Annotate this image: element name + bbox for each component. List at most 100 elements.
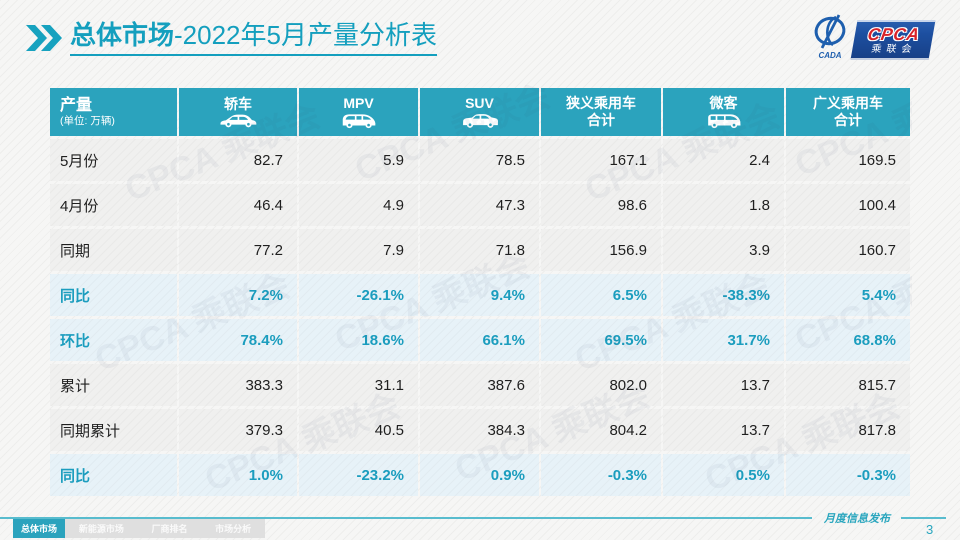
column-header-minibus: 微客 bbox=[663, 88, 784, 136]
cell-value: 0.9% bbox=[420, 454, 539, 496]
row-label: 环比 bbox=[50, 319, 177, 361]
row-label: 5月份 bbox=[50, 139, 177, 181]
cell-value: 82.7 bbox=[179, 139, 297, 181]
minibus-icon bbox=[663, 112, 784, 129]
logo-caption: CADA bbox=[818, 51, 841, 60]
cell-value: -0.3% bbox=[541, 454, 661, 496]
tab-oem-ranking[interactable]: 厂商排名 bbox=[151, 524, 188, 534]
cpca-logo-box: CPCA 乘联会 bbox=[850, 20, 936, 60]
row-label: 4月份 bbox=[50, 184, 177, 226]
logo-cpca-text: CPCA bbox=[866, 24, 922, 44]
footer-rule-right bbox=[901, 517, 946, 519]
table-row: 4月份 46.4 4.9 47.3 98.6 1.8 100.4 bbox=[50, 184, 910, 226]
row-label: 同比 bbox=[50, 274, 177, 316]
corner-label: 产量 bbox=[60, 96, 93, 114]
cell-value: 13.7 bbox=[663, 364, 784, 406]
mpv-icon bbox=[299, 112, 418, 129]
cell-value: 47.3 bbox=[420, 184, 539, 226]
cell-value: 169.5 bbox=[786, 139, 910, 181]
table-row: 5月份 82.7 5.9 78.5 167.1 2.4 169.5 bbox=[50, 139, 910, 181]
slide-header: 总体市场-2022年5月产量分析表 bbox=[26, 20, 437, 57]
cell-value: 815.7 bbox=[786, 364, 910, 406]
double-chevron-icon bbox=[26, 25, 62, 52]
cell-value: 804.2 bbox=[541, 409, 661, 451]
footer-rule-left bbox=[0, 517, 812, 519]
table-row: 同比 7.2% -26.1% 9.4% 6.5% -38.3% 5.4% bbox=[50, 274, 910, 316]
row-label: 累计 bbox=[50, 364, 177, 406]
cell-value: 0.5% bbox=[663, 454, 784, 496]
column-header-suv: SUV bbox=[420, 88, 539, 136]
cell-value: 100.4 bbox=[786, 184, 910, 226]
cell-value: 71.8 bbox=[420, 229, 539, 271]
cell-value: 31.7% bbox=[663, 319, 784, 361]
row-label: 同期累计 bbox=[50, 409, 177, 451]
column-header-sedan: 轿车 bbox=[179, 88, 297, 136]
column-header-mpv: MPV bbox=[299, 88, 418, 136]
table-row: 同期 77.2 7.9 71.8 156.9 3.9 160.7 bbox=[50, 229, 910, 271]
page-title-bold: 总体市场 bbox=[70, 20, 175, 50]
cell-value: 379.3 bbox=[179, 409, 297, 451]
table-row: 累计 383.3 31.1 387.6 802.0 13.7 815.7 bbox=[50, 364, 910, 406]
cell-value: 18.6% bbox=[299, 319, 418, 361]
cell-value: 1.0% bbox=[179, 454, 297, 496]
cell-value: -26.1% bbox=[299, 274, 418, 316]
cell-value: 6.5% bbox=[541, 274, 661, 316]
suv-icon bbox=[420, 113, 539, 129]
cell-value: 7.9 bbox=[299, 229, 418, 271]
cell-value: 77.2 bbox=[179, 229, 297, 271]
table-row: 同期累计 379.3 40.5 384.3 804.2 13.7 817.8 bbox=[50, 409, 910, 451]
cell-value: 817.8 bbox=[786, 409, 910, 451]
tab-nev-market[interactable]: 新能源市场 bbox=[78, 524, 124, 534]
cell-value: -23.2% bbox=[299, 454, 418, 496]
cell-value: 4.9 bbox=[299, 184, 418, 226]
cell-value: 387.6 bbox=[420, 364, 539, 406]
row-label: 同期 bbox=[50, 229, 177, 271]
cell-value: 1.8 bbox=[663, 184, 784, 226]
tab-overall-market[interactable]: 总体市场 bbox=[13, 519, 66, 538]
sedan-icon bbox=[179, 113, 297, 128]
cell-value: 40.5 bbox=[299, 409, 418, 451]
cell-value: 46.4 bbox=[179, 184, 297, 226]
page-title-rest: -2022年5月产量分析表 bbox=[174, 20, 437, 50]
cell-value: 5.9 bbox=[299, 139, 418, 181]
cell-value: 383.3 bbox=[179, 364, 297, 406]
cell-value: 66.1% bbox=[420, 319, 539, 361]
cell-value: 98.6 bbox=[541, 184, 661, 226]
cell-value: 9.4% bbox=[420, 274, 539, 316]
column-header-production: 产量 (单位: 万辆) bbox=[50, 88, 177, 136]
page-title: 总体市场-2022年5月产量分析表 bbox=[70, 20, 437, 57]
cell-value: 31.1 bbox=[299, 364, 418, 406]
cell-value: 68.8% bbox=[786, 319, 910, 361]
inactive-tab-strip: 新能源市场 厂商排名 市场分析 bbox=[65, 519, 266, 538]
cell-value: 69.5% bbox=[541, 319, 661, 361]
row-label: 同比 bbox=[50, 454, 177, 496]
cell-value: 78.4% bbox=[179, 319, 297, 361]
cell-value: 78.5 bbox=[420, 139, 539, 181]
table-row: 环比 78.4% 18.6% 66.1% 69.5% 31.7% 68.8% bbox=[50, 319, 910, 361]
table-row: 同比 1.0% -23.2% 0.9% -0.3% 0.5% -0.3% bbox=[50, 454, 910, 496]
corner-unit: (单位: 万辆) bbox=[60, 114, 115, 127]
column-header-broad-pv-total: 广义乘用车 合计 bbox=[786, 88, 910, 136]
cell-value: 384.3 bbox=[420, 409, 539, 451]
cell-value: 2.4 bbox=[663, 139, 784, 181]
production-table: 产量 (单位: 万辆) 轿车 MPV SUV 狭义乘用车 合计 微客 广义乘用车 合计 5月份… bbox=[48, 85, 912, 499]
footer-nav: 总体市场 新能源市场 厂商排名 市场分析 bbox=[13, 519, 266, 538]
table-header-row: 产量 (单位: 万辆) 轿车 MPV SUV 狭义乘用车 合计 微客 广义乘用车 合计 bbox=[50, 88, 910, 136]
cell-value: 7.2% bbox=[179, 274, 297, 316]
cpca-logo: CADA CPCA 乘联会 bbox=[809, 14, 936, 60]
cell-value: 802.0 bbox=[541, 364, 661, 406]
cell-value: 5.4% bbox=[786, 274, 910, 316]
tab-market-analysis[interactable]: 市场分析 bbox=[215, 524, 252, 534]
logo-cn-text: 乘联会 bbox=[870, 43, 918, 55]
cpca-swirl-icon: CADA bbox=[814, 14, 846, 60]
page-number: 3 bbox=[926, 522, 934, 537]
column-header-narrow-pv-total: 狭义乘用车 合计 bbox=[541, 88, 661, 136]
cell-value: -38.3% bbox=[663, 274, 784, 316]
cell-value: 3.9 bbox=[663, 229, 784, 271]
cell-value: 160.7 bbox=[786, 229, 910, 271]
cell-value: -0.3% bbox=[786, 454, 910, 496]
publication-label: 月度信息发布 bbox=[824, 512, 890, 525]
cell-value: 156.9 bbox=[541, 229, 661, 271]
cell-value: 13.7 bbox=[663, 409, 784, 451]
